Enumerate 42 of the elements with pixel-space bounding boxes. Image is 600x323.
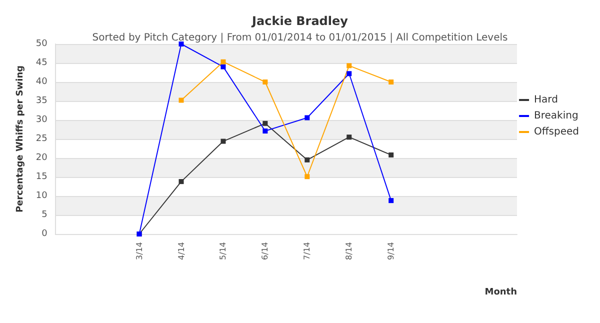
point [262,80,268,84]
point [388,198,394,204]
point [346,71,352,76]
y-tick-label: 30 [36,115,48,125]
point [220,138,226,144]
point [262,120,268,126]
point [220,59,226,64]
point [346,134,352,140]
chart-title: Jackie Bradley [251,14,348,28]
x-axis-title: Month [484,288,517,298]
y-tick-label: 20 [36,153,48,163]
x-tick-label: 5/14 [218,242,228,260]
point [178,98,184,103]
x-tick-label: 3/14 [134,242,144,260]
y-tick-label: 45 [36,58,48,68]
x-tick-label: 8/14 [344,242,354,260]
x-tick-label: 6/14 [260,242,270,260]
y-tick-label: 50 [36,39,48,49]
y-axis-title: Percentage Whiffs per Swing [16,65,26,213]
y-tick-label: 15 [36,172,48,182]
x-tick-label: 9/14 [386,242,396,260]
point [178,179,184,184]
point [262,128,268,134]
y-tick-label: 10 [36,191,48,201]
legend-label: Breaking [534,110,578,122]
point [304,174,310,180]
y-tick-label: 5 [42,210,48,220]
x-tick-label: 7/14 [302,242,312,260]
point [304,157,310,162]
point [388,152,394,158]
legend-label: Offspeed [534,126,580,138]
x-tick-label: 4/14 [176,242,186,260]
y-tick-label: 25 [36,134,48,144]
point [388,80,394,84]
y-tick-label: 40 [36,77,48,87]
point [346,63,352,68]
chart-subtitle: Sorted by Pitch Category | From 01/01/2014 to 01/01/2015 | All Competition Levels [92,32,508,44]
y-tick-label: 35 [36,96,48,106]
legend-label: Hard [534,94,558,106]
point [220,64,226,70]
point [304,115,310,120]
y-tick-label: 0 [42,229,48,239]
